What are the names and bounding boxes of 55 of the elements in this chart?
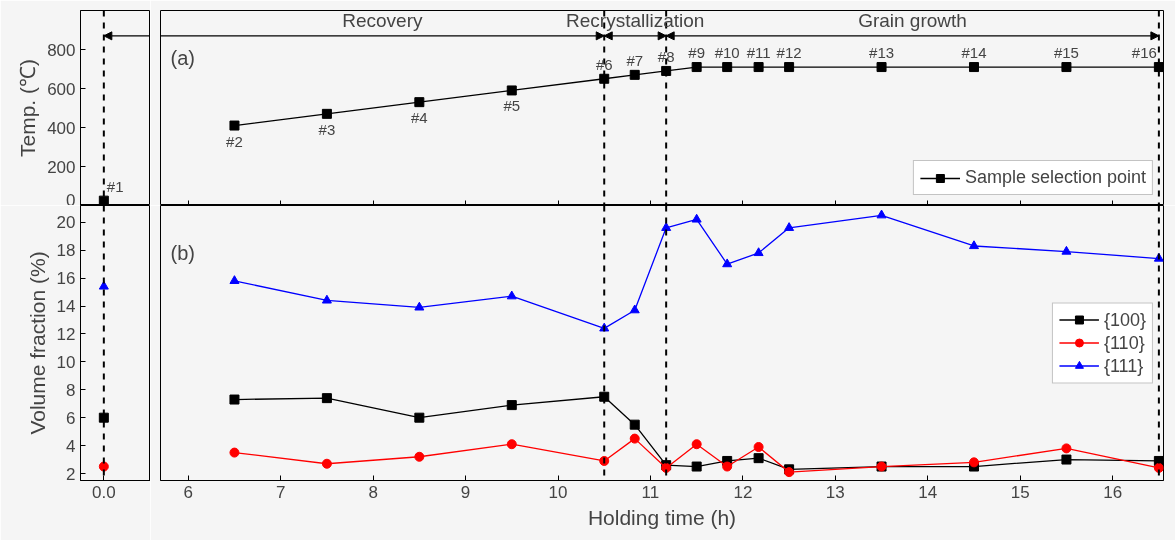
y-axis-title: Volume fraction (%) (25, 251, 49, 435)
x-axis-title: Holding time (h) (587, 505, 737, 529)
y-tick-label: 14 (56, 297, 76, 317)
y-tick-label: 4 (66, 436, 76, 456)
annotation: #3 (318, 120, 336, 138)
annotation: #1 (106, 177, 124, 195)
annotation: Recrystallization (566, 9, 705, 31)
annotation: (b) (170, 241, 195, 264)
legend-label: Sample selection point (964, 167, 1146, 188)
annotation: #9 (688, 44, 706, 62)
annotation: #11 (746, 44, 771, 62)
annotation: Grain growth (858, 9, 967, 31)
legend-label: {111} (1103, 355, 1144, 376)
annotation: #10 (714, 44, 740, 62)
y-tick-label: 400 (47, 118, 76, 138)
y-axis-title: Temp. (℃) (16, 58, 40, 157)
annotation: #2 (226, 132, 243, 150)
y-tick-label: 6 (66, 408, 76, 428)
y-tick-label: 12 (56, 324, 76, 344)
y-tick-label: 10 (56, 352, 76, 372)
legend-label: {100} (1103, 309, 1146, 330)
x-tick-label: 12 (733, 482, 753, 502)
y-tick-label: 20 (56, 213, 76, 233)
x-tick-label: 11 (641, 482, 660, 502)
x-tick-label: 15 (1010, 482, 1030, 502)
annotation: #14 (961, 44, 987, 62)
y-tick-label: 16 (56, 269, 76, 289)
x-tick-label: 6 (183, 482, 193, 502)
x-tick-label: 8 (368, 482, 378, 502)
annotation: Recovery (342, 9, 423, 31)
annotation: #7 (626, 51, 644, 69)
annotation: #6 (595, 55, 613, 73)
x-tick-label: 7 (275, 482, 286, 502)
annotation: #12 (776, 44, 802, 62)
annotation: #15 (1053, 44, 1079, 62)
annotation: #8 (657, 47, 675, 65)
x-tick-label: 14 (918, 482, 938, 502)
annotation: #5 (503, 97, 521, 115)
annotation: #16 (1131, 44, 1157, 62)
y-tick-label: 0 (66, 190, 76, 210)
annotation: #13 (869, 44, 895, 62)
y-tick-label: 800 (47, 40, 76, 60)
x-tick-label: 10 (548, 482, 568, 502)
annotation: (a) (170, 46, 195, 69)
y-tick-label: 200 (47, 157, 76, 177)
x-tick-label: 16 (1103, 482, 1123, 502)
legend-label: {110} (1103, 332, 1145, 353)
y-tick-label: 600 (47, 79, 76, 99)
y-tick-label: 2 (66, 464, 76, 484)
y-tick-label: 18 (56, 241, 76, 261)
x-tick-label: 9 (460, 482, 471, 502)
x-tick-label: 0.0 (92, 482, 116, 502)
annotation: #4 (411, 109, 428, 127)
x-tick-label: 13 (825, 482, 845, 502)
y-tick-label: 8 (66, 380, 76, 400)
